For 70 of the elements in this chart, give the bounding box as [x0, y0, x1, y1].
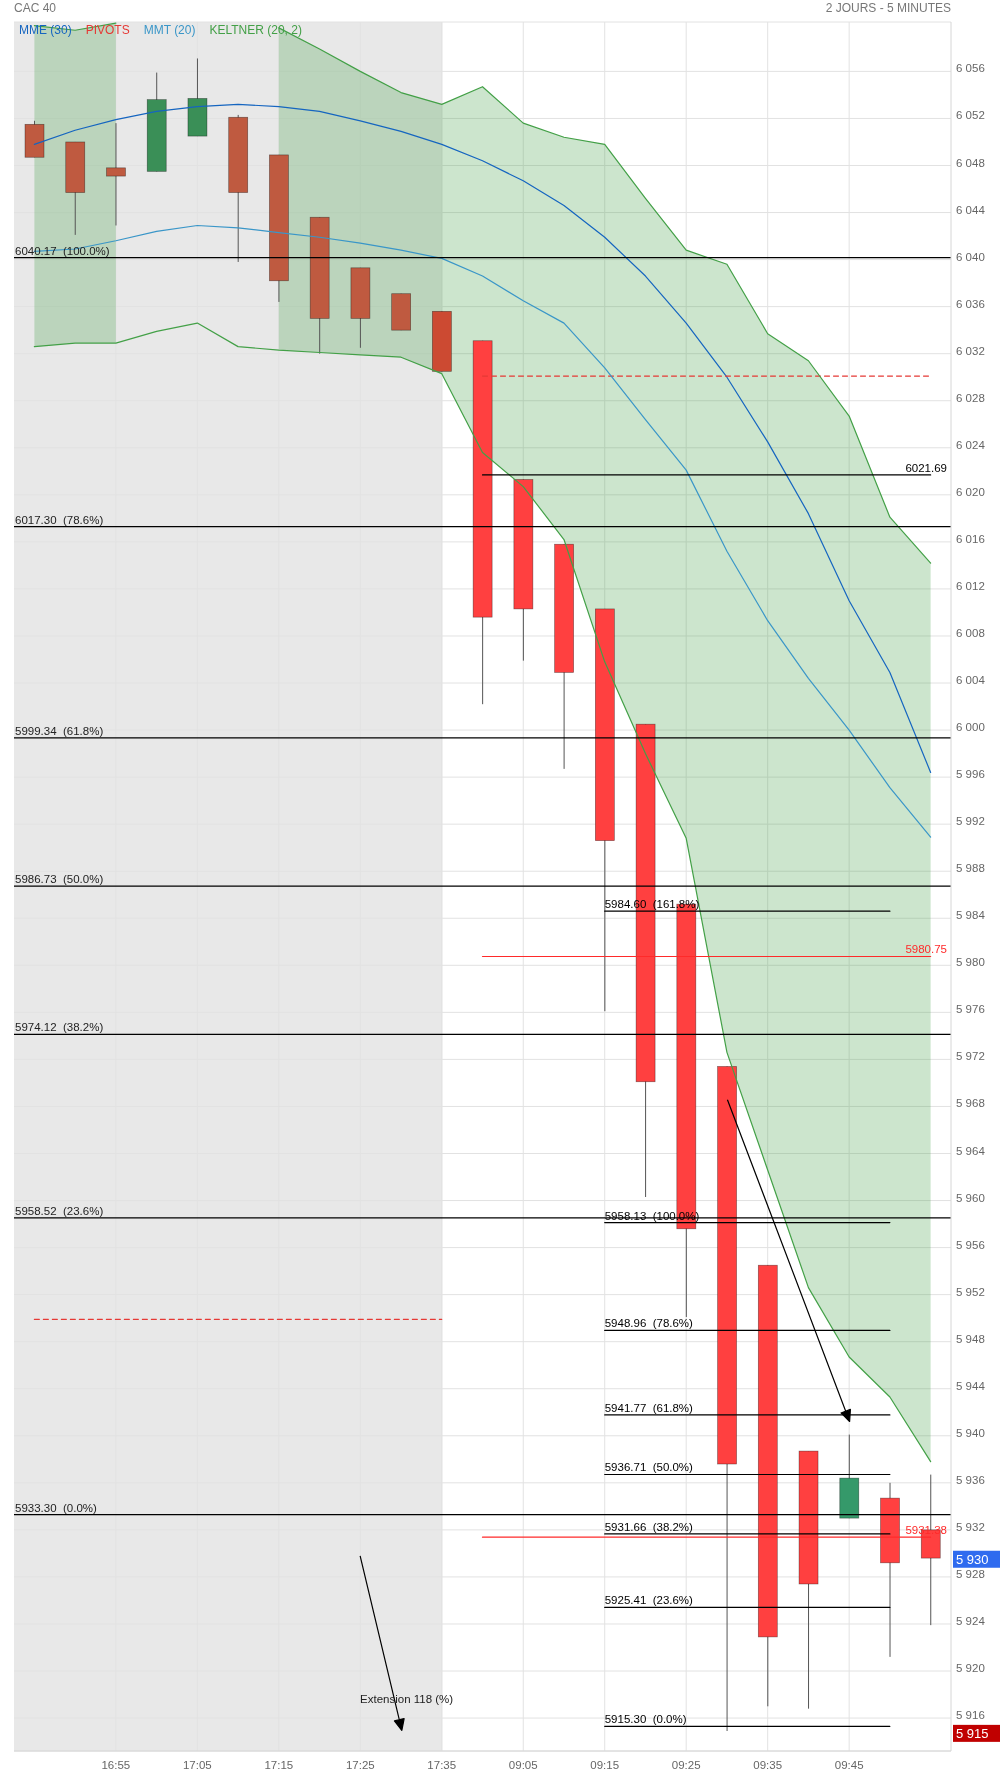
y-tick-label: 5 960 — [956, 1191, 985, 1204]
ref-line-label: 6017.30 (78.6%) — [15, 513, 104, 526]
annotation: 6021.69 — [905, 461, 947, 474]
y-tick-label: 5 932 — [956, 1520, 985, 1533]
ref-line-label: 6040.17 (100.0%) — [15, 244, 110, 257]
x-tick-label: 09:05 — [508, 1759, 538, 1772]
y-tick-label: 5 916 — [956, 1709, 985, 1722]
y-tick-label: 5 928 — [956, 1567, 985, 1580]
y-tick-label: 5 924 — [956, 1615, 986, 1627]
y-tick-label: 6 016 — [956, 532, 985, 545]
y-tick-label: 5 940 — [956, 1426, 985, 1439]
x-tick-label: 09:25 — [671, 1759, 701, 1772]
y-tick-label: 5 968 — [956, 1097, 985, 1110]
y-tick-label: 6 044 — [956, 203, 986, 216]
ref-line-label: 5974.12 (38.2%) — [15, 1021, 104, 1034]
ref-line-label: 5986.73 (50.0%) — [15, 873, 104, 886]
y-tick-label: 6 000 — [956, 721, 985, 734]
chart-title: CAC 40 — [14, 1, 57, 15]
y-tick-label: 5 972 — [956, 1050, 985, 1063]
y-tick-label: 5 944 — [956, 1379, 986, 1392]
text: MME (30) — [19, 23, 72, 37]
y-tick-label: 5 980 — [956, 956, 985, 969]
candlestick — [106, 122, 126, 226]
x-tick-label: 17:35 — [427, 1759, 457, 1772]
x-tick-label: 09:45 — [834, 1759, 864, 1772]
y-tick-label: 5 996 — [956, 768, 985, 781]
y-tick-label: 5 952 — [956, 1285, 985, 1298]
y-tick-label: 6 040 — [956, 250, 985, 263]
annotation: 5925.41 (23.6%) — [604, 1594, 694, 1607]
y-tick-label: 6 052 — [956, 109, 985, 122]
annotation: 5948.96 (78.6%) — [604, 1317, 694, 1330]
y-tick-label: 6 056 — [956, 62, 985, 75]
y-tick-label: 6 004 — [956, 674, 986, 687]
annotation: 5941.77 (61.8%) — [604, 1401, 694, 1414]
text: PIVOTS — [85, 23, 130, 37]
annotation: 5915.30 (0.0%) — [604, 1713, 687, 1726]
ref-line-label: 5933.30 (0.0%) — [15, 1501, 97, 1514]
ref-line-label: 5999.34 (61.8%) — [15, 724, 104, 737]
y-tick-label: 5 988 — [956, 862, 985, 875]
y-tick-label: 6 008 — [956, 627, 985, 639]
ref-line-label: 5958.52 (23.6%) — [15, 1204, 104, 1217]
x-tick-label: 09:35 — [753, 1759, 783, 1772]
y-tick-label: 5 992 — [956, 815, 985, 828]
series-label: KELTNER (20, 2) — [209, 23, 302, 37]
y-tick-label: 6 012 — [956, 579, 985, 592]
annotation: 5980.75 — [905, 943, 947, 956]
y-tick-label: 5 964 — [956, 1144, 986, 1157]
text: MMT (20) — [143, 23, 196, 37]
y-tick-label: 6 036 — [956, 297, 985, 310]
y-tick-label: 6 028 — [956, 391, 985, 404]
x-tick-label: 17:05 — [182, 1759, 212, 1772]
y-tick-label: 6 032 — [956, 344, 985, 357]
annotation: 5936.71 (50.0%) — [604, 1461, 694, 1474]
x-tick-label: 09:15 — [590, 1759, 620, 1772]
x-tick-label: 16:55 — [101, 1759, 131, 1772]
y-tick-label: 5 976 — [956, 1003, 985, 1016]
x-tick-label: 17:25 — [345, 1759, 375, 1772]
y-tick-label: 5 948 — [956, 1332, 985, 1345]
y-tick-label: 6 048 — [956, 156, 985, 169]
y-tick-label: 6 020 — [956, 485, 985, 498]
y-tick-label: 6 024 — [956, 438, 986, 451]
annotation: 5931.66 (38.2%) — [604, 1520, 694, 1533]
y-tick-label: 5 936 — [956, 1473, 985, 1486]
y-tick-label: 5 920 — [956, 1662, 985, 1675]
y-tick-label: 5 984 — [956, 909, 986, 922]
text: 5 915 — [956, 1726, 989, 1742]
text: 5 930 — [956, 1551, 989, 1567]
x-tick-label: 17:15 — [264, 1759, 294, 1772]
chart-subtitle: 2 JOURS - 5 MINUTES — [825, 1, 951, 15]
y-tick-label: 5 956 — [956, 1238, 985, 1251]
